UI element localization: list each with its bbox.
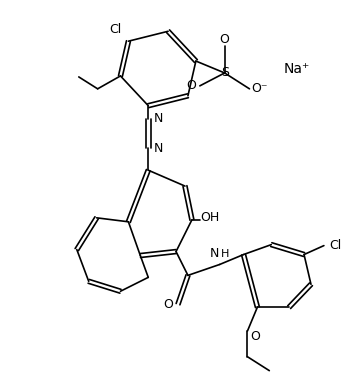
Text: O: O <box>186 79 196 92</box>
Text: N: N <box>210 247 219 260</box>
Text: O: O <box>251 330 260 343</box>
Text: N: N <box>153 142 163 155</box>
Text: O: O <box>163 298 173 311</box>
Text: OH: OH <box>200 211 219 224</box>
Text: S: S <box>221 66 229 79</box>
Text: N: N <box>153 112 163 125</box>
Text: Cl: Cl <box>109 23 122 36</box>
Text: H: H <box>221 249 229 258</box>
Text: Cl: Cl <box>330 239 342 252</box>
Text: Na⁺: Na⁺ <box>284 62 310 76</box>
Text: O⁻: O⁻ <box>251 83 268 95</box>
Text: O: O <box>220 33 230 46</box>
